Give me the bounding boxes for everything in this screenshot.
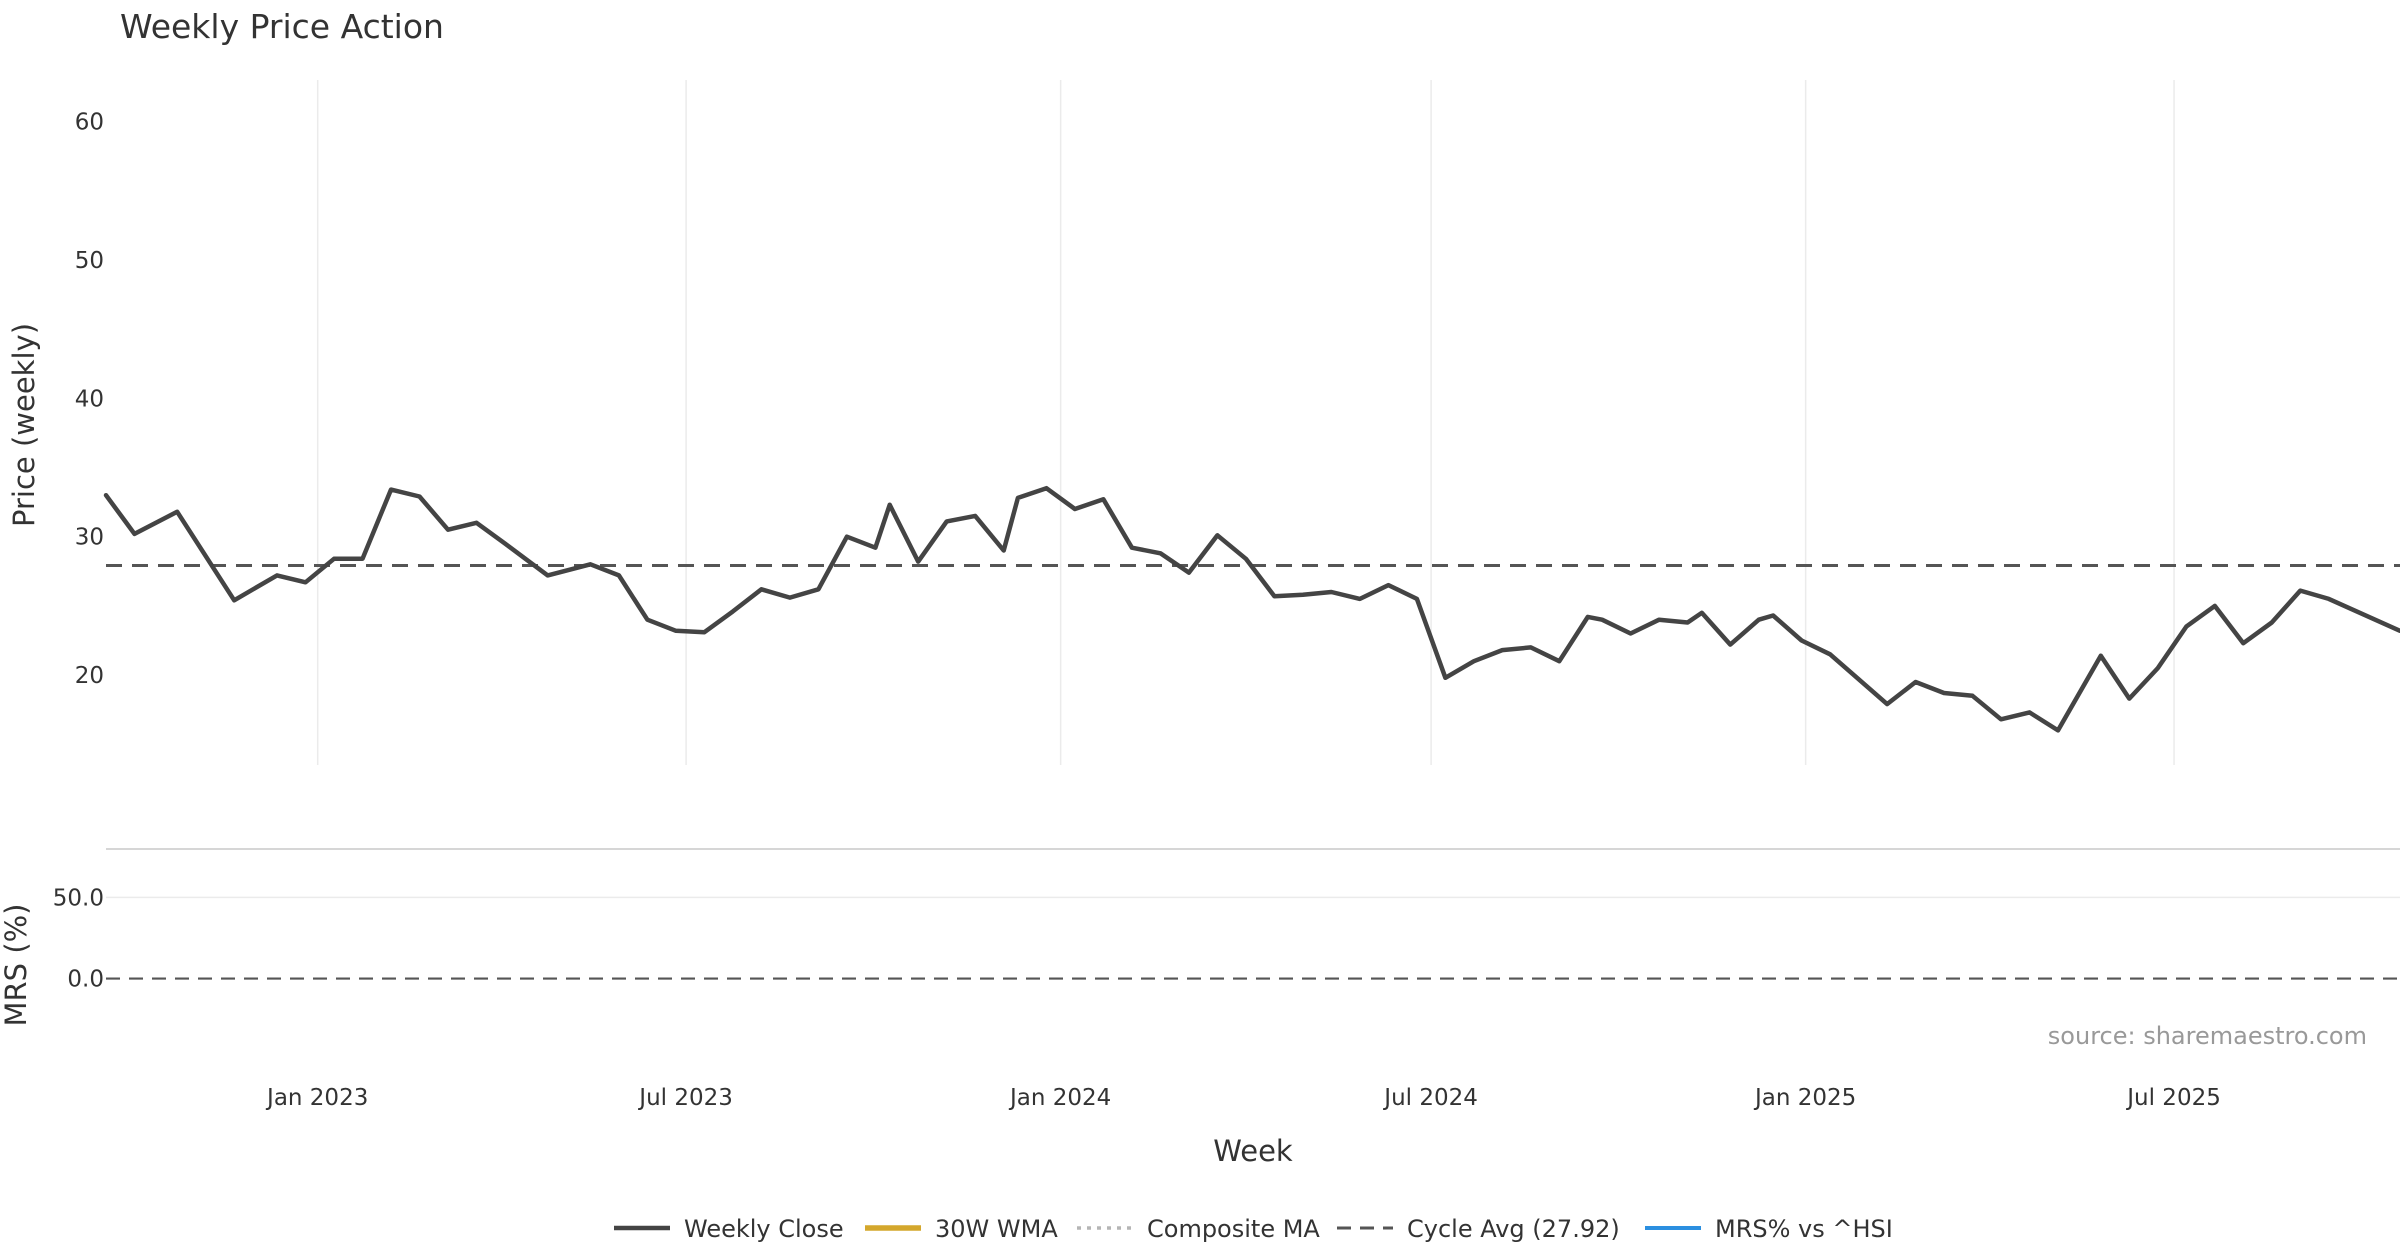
source-text: source: sharemaestro.com [2048, 1022, 2367, 1050]
price-y-ticks: 20 30 40 50 60 [75, 110, 104, 690]
x-axis-label: Week [1213, 1134, 1293, 1168]
weekly-close-line [103, 485, 2400, 733]
price-gridlines [316, 80, 2175, 765]
price-y-tick-label: 40 [75, 386, 104, 412]
mrs-y-tick-label: 50.0 [53, 885, 104, 911]
price-y-tick-label: 20 [75, 663, 104, 689]
mrs-y-tick-label: 0.0 [67, 967, 104, 993]
mrs-y-axis-label: MRS (%) [0, 904, 33, 1027]
x-tick-label: Jan 2025 [1753, 1085, 1856, 1111]
legend: Weekly Close 30W WMA Composite MA Cycle Avg… [614, 1215, 1893, 1243]
x-tick-label: Jul 2023 [637, 1085, 733, 1111]
price-series-group [103, 485, 2400, 733]
price-y-tick-label: 30 [75, 525, 104, 551]
price-y-axis-label: Price (weekly) [7, 323, 41, 527]
legend-cycle-avg-label: Cycle Avg (27.92) [1407, 1215, 1620, 1243]
mrs-gridlines [106, 896, 2400, 980]
legend-weekly-close-label: Weekly Close [684, 1215, 844, 1243]
x-tick-label: Jul 2024 [1382, 1085, 1478, 1111]
price-y-tick-label: 60 [75, 110, 104, 136]
x-tick-label: Jan 2023 [265, 1085, 368, 1111]
chart-title: Weekly Price Action [120, 7, 444, 46]
legend-wma-30w-label: 30W WMA [935, 1215, 1058, 1243]
x-tick-label: Jan 2024 [1008, 1085, 1111, 1111]
x-ticks: Jan 2023 Jul 2023 Jan 2024 Jul 2024 Jan 2025… [265, 1085, 2221, 1111]
mrs-y-ticks: 0.0 50.0 [53, 885, 104, 992]
x-tick-label: Jul 2025 [2125, 1085, 2221, 1111]
legend-mrs-label: MRS% vs ^HSI [1715, 1215, 1893, 1243]
legend-composite-ma-label: Composite MA [1147, 1215, 1320, 1243]
price-y-tick-label: 50 [75, 248, 104, 274]
